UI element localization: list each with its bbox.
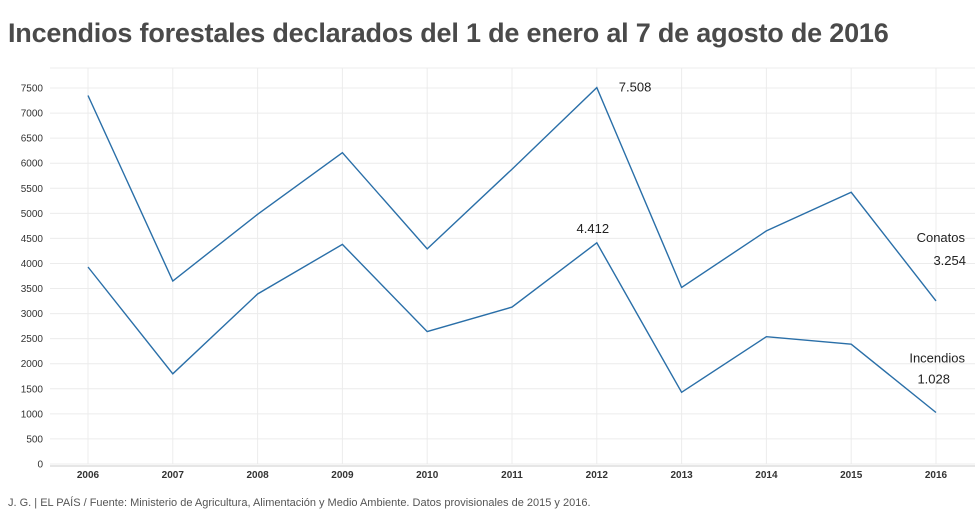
y-tick-label: 4500 (21, 234, 44, 245)
x-tick-label: 2008 (246, 470, 269, 481)
y-tick-label: 2000 (21, 359, 44, 370)
y-tick-label: 2500 (21, 334, 44, 345)
x-tick-label: 2015 (840, 470, 863, 481)
x-tick-label: 2009 (331, 470, 354, 481)
annotation-label: 1.028 (917, 371, 950, 386)
x-tick-label: 2016 (925, 470, 948, 481)
y-tick-label: 1000 (21, 409, 44, 420)
y-axis-ticks: 0 500 1000 1500 2000 2500 3000 3500 4000 4500 5000… (21, 84, 44, 471)
grid-lines (50, 67, 975, 467)
annotations: 7.508 4.412 Conatos 3.254 Incendios 1.028 (577, 80, 966, 387)
y-tick-label: 500 (26, 434, 43, 445)
x-tick-label: 2011 (501, 470, 523, 481)
x-tick-label: 2014 (755, 470, 778, 481)
annotation-label: Incendios (909, 350, 965, 365)
annotation-label: Conatos (917, 230, 966, 245)
y-tick-label: 0 (37, 460, 43, 471)
annotation-label: 3.254 (933, 253, 966, 268)
x-tick-label: 2006 (77, 470, 100, 481)
line-chart: 0 500 1000 1500 2000 2500 3000 3500 4000 4500 5000… (21, 67, 975, 481)
y-tick-label: 7000 (21, 109, 44, 120)
y-tick-label: 7500 (21, 84, 44, 95)
y-tick-label: 5000 (21, 209, 44, 220)
y-tick-label: 3000 (21, 309, 44, 320)
series-line-conatos (87, 86, 937, 302)
annotation-label: 4.412 (577, 221, 610, 236)
x-tick-label: 2010 (416, 470, 439, 481)
series-lines (87, 86, 937, 414)
x-axis-ticks: 2006 2007 2008 2009 2010 2011 2012 2013 2014 2015… (77, 470, 948, 481)
x-tick-label: 2007 (162, 470, 185, 481)
chart-title: Incendios forestales declarados del 1 de… (8, 18, 889, 48)
x-tick-label: 2013 (670, 470, 693, 481)
y-tick-label: 6000 (21, 159, 44, 170)
y-tick-label: 6500 (21, 134, 44, 145)
y-tick-label: 3500 (21, 284, 44, 295)
source-note: J. G. | EL PAÍS / Fuente: Ministerio de … (8, 497, 591, 509)
series-line-incendios (87, 241, 937, 414)
y-tick-label: 1500 (21, 384, 44, 395)
x-tick-label: 2012 (586, 470, 609, 481)
y-tick-label: 5500 (21, 184, 44, 195)
y-tick-label: 4000 (21, 259, 44, 270)
annotation-label: 7.508 (619, 80, 652, 95)
